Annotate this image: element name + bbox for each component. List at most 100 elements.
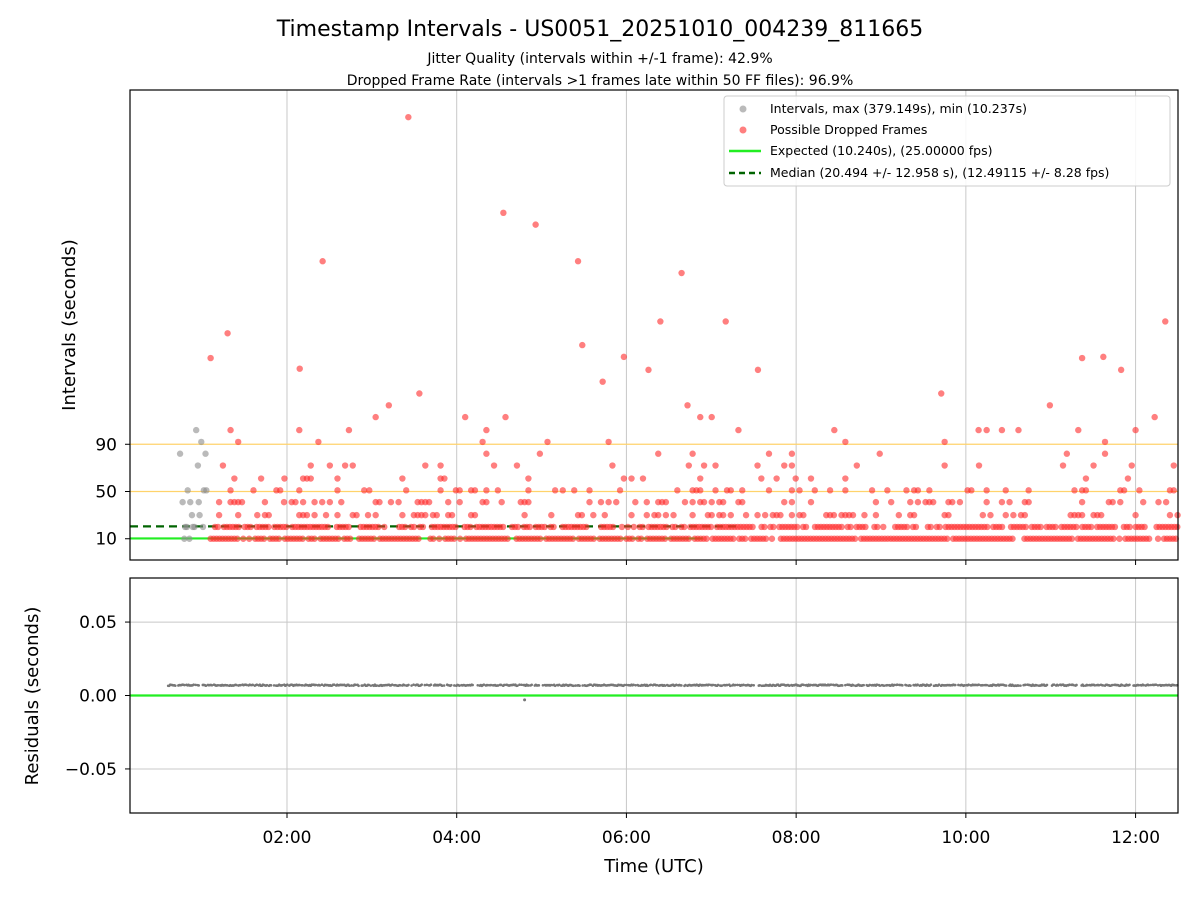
dropped-frame-point (609, 523, 617, 531)
dropped-frame-point (1010, 511, 1017, 519)
dropped-frame-point (207, 354, 214, 362)
residual-point (1093, 684, 1097, 687)
residual-point (742, 683, 745, 687)
dropped-frame-point (281, 475, 288, 482)
residual-point (967, 683, 970, 686)
dropped-frame-point (689, 511, 696, 519)
dropped-frame-point (276, 487, 284, 494)
residual-point (1024, 683, 1027, 687)
residual-point (367, 683, 371, 687)
interval-point (196, 511, 203, 519)
dropped-frame-point (1078, 498, 1086, 506)
dropped-frame-point (781, 462, 788, 469)
dropped-frame-point (773, 475, 780, 482)
residual-point (537, 684, 541, 687)
dropped-frame-point (868, 487, 876, 494)
interval-point (176, 450, 184, 457)
residual-point (489, 683, 493, 687)
dropped-frame-point (998, 426, 1006, 434)
residual-point (637, 684, 640, 687)
dropped-frame-point (275, 535, 283, 542)
residual-point (453, 684, 456, 687)
dropped-frame-point (347, 535, 354, 542)
residual-point (868, 683, 872, 687)
dropped-frame-point (975, 426, 982, 434)
dropped-frame-point (1022, 523, 1030, 531)
dropped-frame-point (643, 498, 650, 506)
dropped-frame-point (430, 535, 437, 542)
dropped-frame-point (739, 487, 746, 494)
residual-point (878, 684, 882, 687)
dropped-frame-point (674, 487, 681, 494)
legend-box (723, 95, 1171, 187)
dropped-frame-point (307, 475, 314, 482)
residual-point (1142, 683, 1146, 687)
residual-point (684, 683, 687, 687)
dropped-frame-point (574, 258, 582, 265)
residual-point (589, 683, 593, 686)
residual-point (892, 683, 896, 687)
residuals-y-axis-label: Residuals (seconds) (22, 607, 43, 786)
x-tick-label: 08:00 (772, 828, 821, 848)
dropped-frame-point (708, 498, 715, 506)
dropped-frame-point (326, 498, 334, 506)
residual-point (197, 684, 201, 687)
residual-point (272, 684, 276, 687)
dropped-frame-point (1068, 535, 1076, 542)
residual-point (183, 683, 186, 687)
dropped-frame-point (1155, 498, 1162, 506)
dropped-frame-point (657, 318, 664, 325)
dropped-frame-point (768, 535, 776, 542)
dropped-frame-point (292, 498, 299, 506)
residuals-y-tick-label: 0.00 (79, 687, 117, 707)
dropped-frame-point (661, 535, 669, 542)
residual-point (736, 683, 739, 687)
dropped-frame-point (727, 487, 734, 494)
residual-point (425, 683, 429, 687)
residual-point (375, 684, 379, 687)
dropped-frame-point (324, 523, 332, 531)
residual-point (420, 683, 424, 686)
dropped-frame-point (231, 475, 238, 482)
dropped-frame-point (678, 269, 685, 277)
dropped-frame-point (975, 462, 983, 469)
x-tick-label: 12:00 (1111, 828, 1160, 848)
dropped-frame-point (979, 511, 987, 519)
dropped-frame-point (601, 511, 608, 519)
dropped-frame-point (697, 475, 704, 482)
dropped-frame-point (1087, 523, 1095, 531)
dropped-frame-point (1098, 511, 1105, 519)
residual-point (369, 684, 373, 687)
dropped-frame-point (319, 498, 326, 506)
residual-point (882, 684, 886, 687)
dropped-frame-point (983, 498, 990, 506)
dropped-frame-point (307, 462, 314, 469)
dropped-frame-point (247, 523, 254, 531)
dropped-frame-point (880, 523, 887, 531)
dropped-frame-point (781, 498, 788, 506)
residual-point (802, 683, 805, 687)
dropped-frame-point (499, 523, 507, 531)
dropped-frame-point (375, 523, 382, 531)
residual-point (1052, 683, 1056, 686)
dropped-frame-point (234, 535, 241, 542)
residual-point (269, 684, 273, 687)
residual-point (1019, 684, 1022, 687)
interval-point (183, 523, 191, 531)
interval-point (202, 450, 209, 457)
dropped-frame-point (826, 487, 834, 494)
residual-point (527, 684, 530, 687)
dropped-frame-point (385, 402, 393, 409)
dropped-frame-point (227, 487, 234, 494)
dropped-frame-point (842, 487, 849, 494)
dropped-frame-point (628, 475, 635, 482)
dropped-frame-point (436, 535, 443, 542)
dropped-frame-point (754, 366, 762, 374)
dropped-frame-point (311, 535, 318, 542)
dropped-frame-point (914, 487, 922, 494)
dropped-frame-point (456, 535, 464, 542)
dropped-frame-point (381, 523, 388, 531)
dropped-frame-point (437, 462, 444, 469)
dropped-frame-point (943, 535, 951, 542)
dropped-frame-point (583, 523, 590, 531)
